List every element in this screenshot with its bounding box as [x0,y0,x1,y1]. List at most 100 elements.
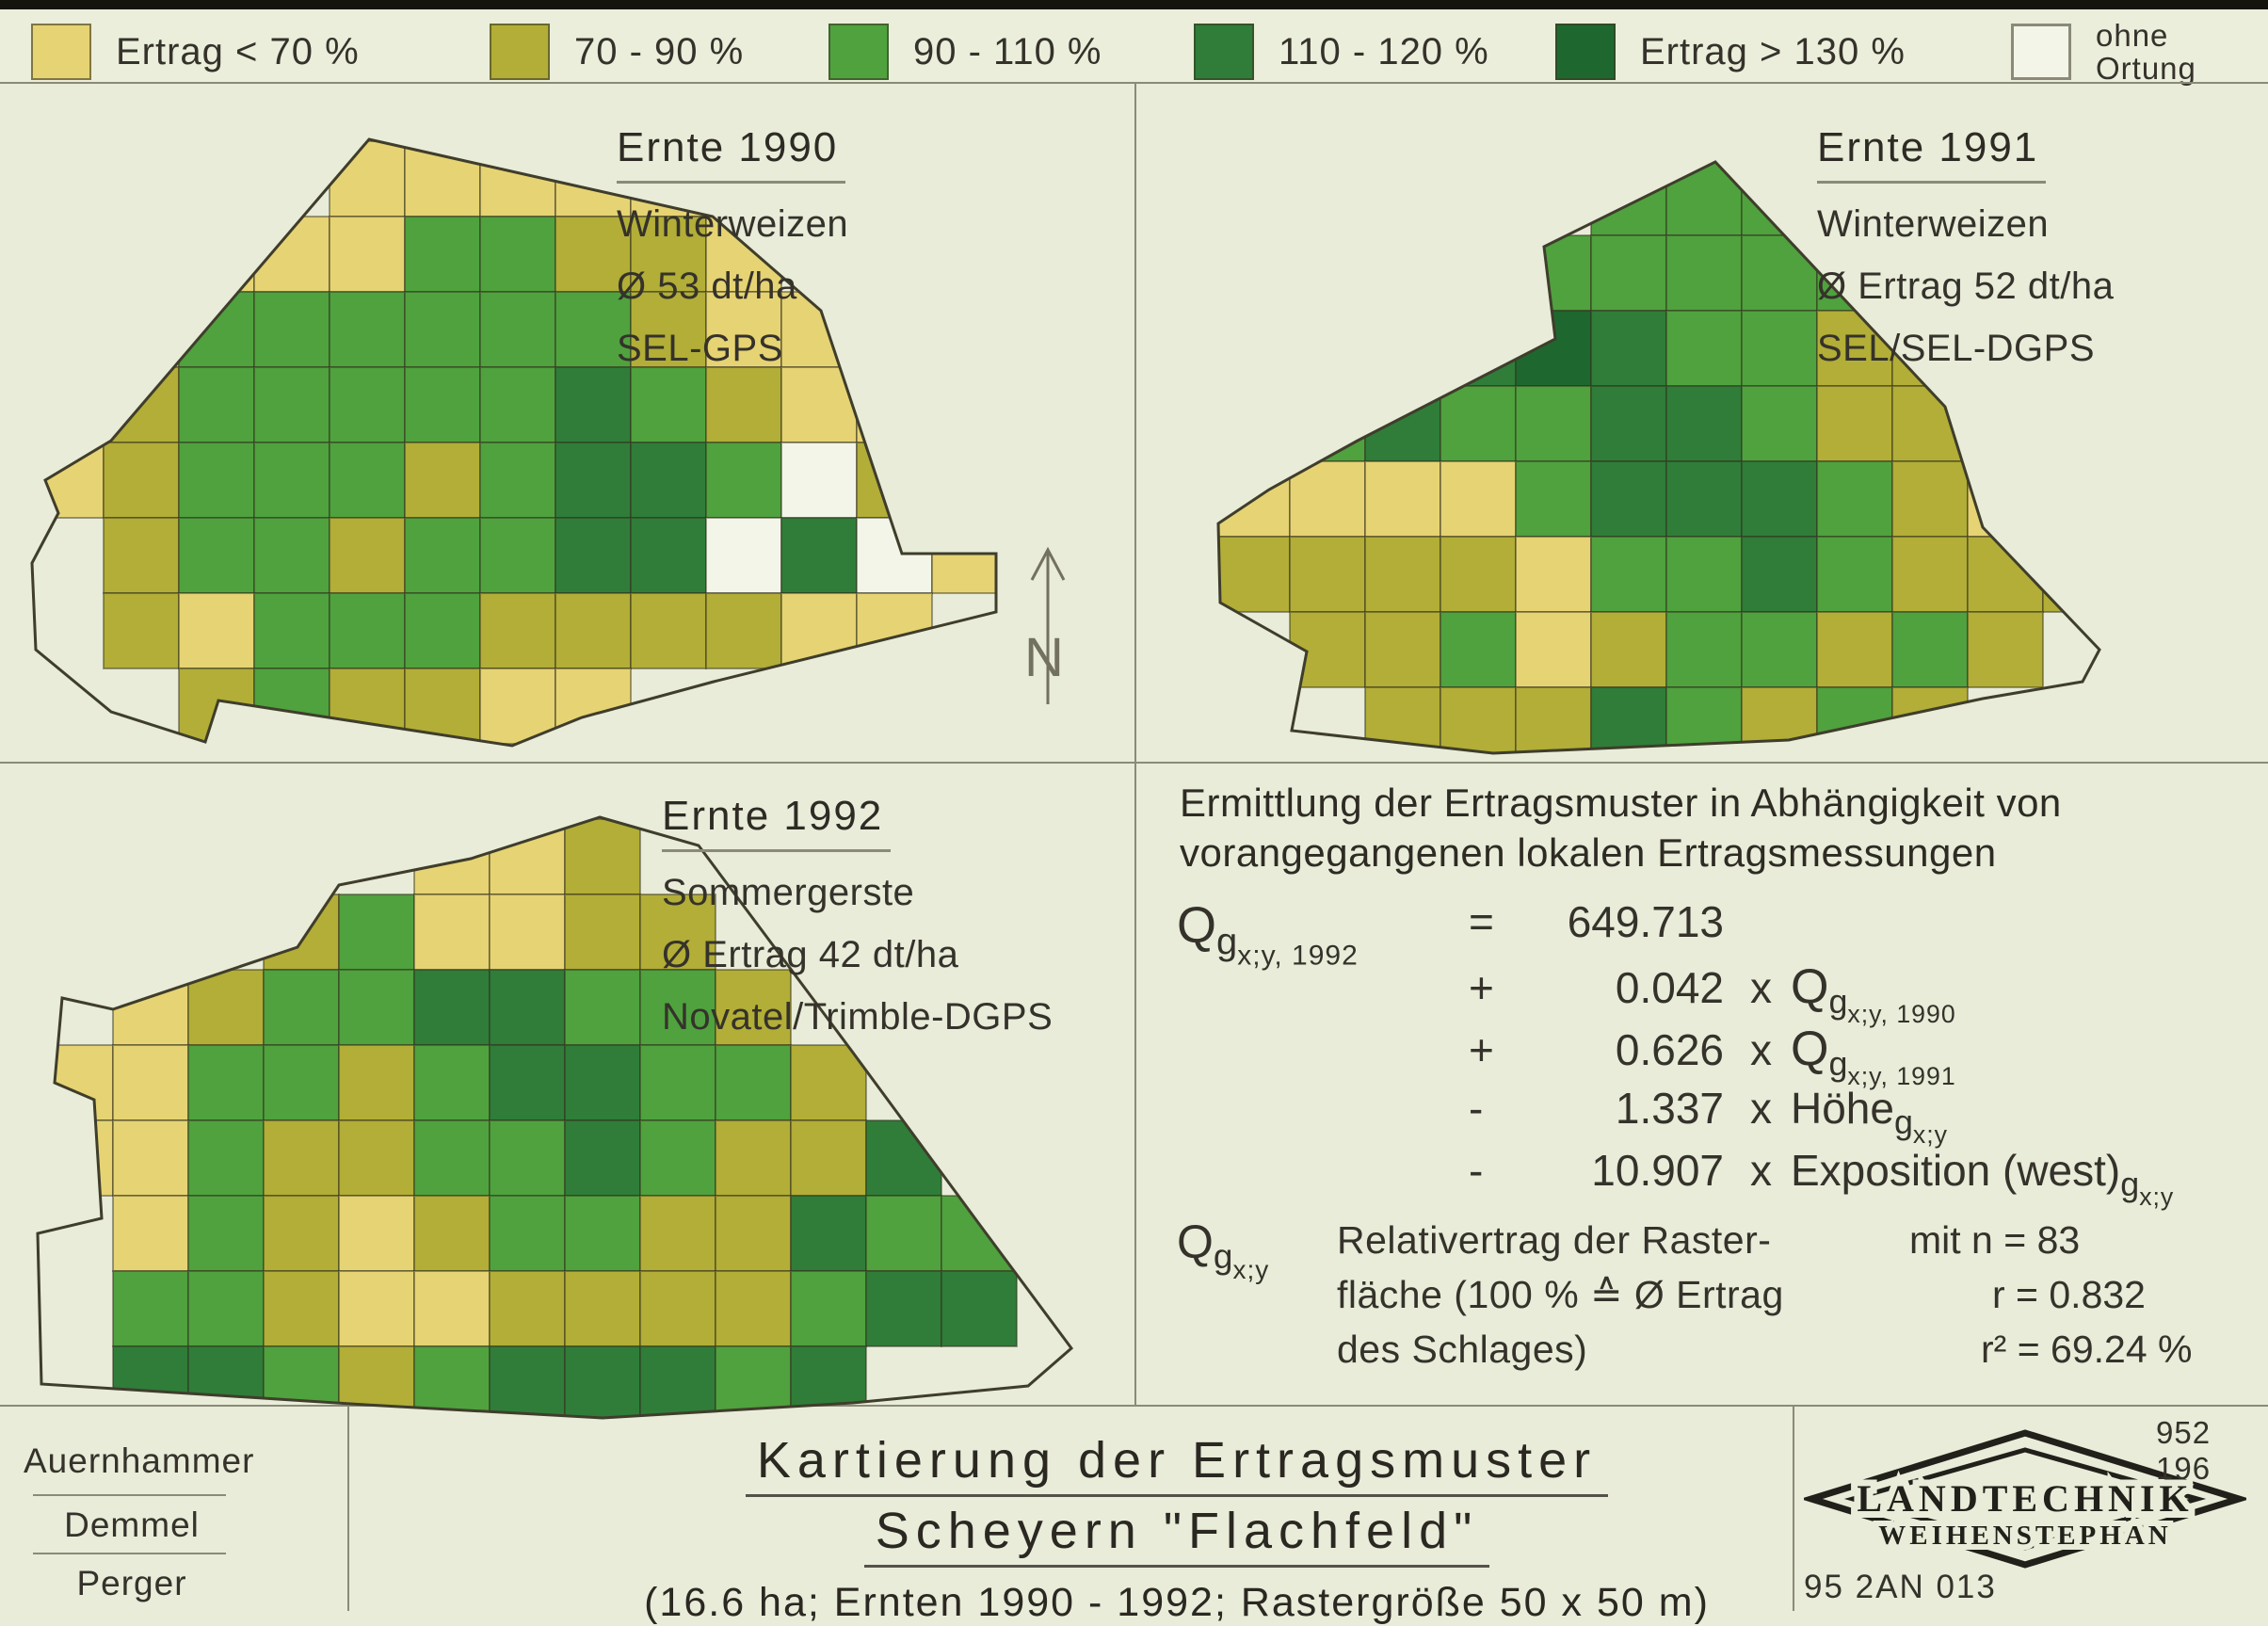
raster-cell [38,1119,114,1197]
raster-cell [178,592,255,669]
raster-cell [1440,234,1517,312]
raster-cell [1590,611,1667,688]
raster-cell [1289,460,1366,538]
formula-lhs-q: Q [1177,897,1217,954]
raster-cell [178,517,255,594]
raster-cell [112,1044,189,1121]
raster-cell [705,442,782,519]
raster-cell [1665,611,1743,688]
legend-color-chip [1194,24,1254,80]
legend-label: ohne Ortung [2096,17,2196,86]
raster-cell [639,1195,716,1272]
raster-cell [413,1195,491,1272]
raster-cell [404,366,481,443]
raster-cell [1741,611,1818,688]
raster-cell [32,366,105,443]
raster-cell [404,668,481,745]
raster-cell [329,216,406,293]
legend-item-6: ohne Ortung [2011,17,2196,86]
raster-cell [263,1345,340,1418]
raster-cell [1891,611,1969,688]
raster-cell [1364,686,1441,753]
raster-cell [639,893,716,971]
stats-lhs-subsub: x;y [1232,1254,1270,1284]
raster-cell [489,1044,566,1121]
raster-cell [1665,536,1743,613]
raster-cell [865,1195,942,1272]
raster-cell [253,366,330,443]
raster-cell [338,1119,415,1197]
map-1991-outline [1216,160,2101,755]
raster-cell [329,592,406,669]
raster-cell [413,1044,491,1121]
raster-cell [1967,460,2044,538]
slide-title-line2: Scheyern "Flachfeld" [863,1502,1490,1568]
author-separator-1 [33,1494,226,1496]
raster-cell [404,216,481,293]
raster-cell [630,216,707,293]
raster-cell [705,291,782,368]
raster-cell [404,140,481,217]
raster-cell [253,517,330,594]
map-1992-crop: Sommergerste [662,872,915,913]
map-1991-yield: Ø Ertrag 52 dt/ha [1817,266,2115,307]
raster-cell [1816,460,1893,538]
logo-text-line1: LANDTECHNIK [1857,1477,2193,1520]
legend-item-4: 110 - 120 % [1194,21,1489,83]
raster-cell [555,592,632,669]
raster-cell [780,442,858,519]
map-1992-outline [36,815,1074,1420]
raster-cell [263,1195,340,1272]
raster-cell [780,517,858,594]
raster-cell [338,1044,415,1121]
raster-cell [1816,536,1893,613]
raster-cell [555,291,632,368]
raster-cell [112,1270,189,1347]
raster-cell [630,592,707,669]
raster-cell [1891,686,1969,753]
raster-cell [1515,234,1592,312]
raster-cell [329,517,406,594]
raster-cell [790,1044,867,1121]
formula-heading-line1: Ermittlung der Ertragsmuster in Abhängig… [1180,781,2062,825]
raster-cell [1590,162,1667,236]
raster-cell [1816,611,1893,688]
raster-cell [1816,385,1893,462]
slide-title-line1: Kartierung der Ertragsmuster [745,1431,1609,1497]
raster-cell [1218,536,1291,613]
formula-line: = 649.713 [1469,897,1724,946]
raster-cell [1665,460,1743,538]
map-1990-cells [32,140,996,745]
raster-cell [1967,536,2044,613]
raster-cell [1440,611,1517,688]
raster-cell [564,1270,641,1347]
author-3: Perger [76,1564,187,1602]
map-1991-title: Ernte 1991 [1817,124,2047,184]
raster-cell [263,1044,340,1121]
raster-cell [479,216,556,293]
raster-cell [103,592,180,669]
raster-cell [1515,460,1592,538]
raster-cell [404,291,481,368]
formula-lines: = 649.713 +0.042 x Qgx;y, 1990 +0.626 x Qgx;y, … [1469,896,2174,1211]
map-1991-crop: Winterweizen [1817,203,2050,245]
raster-cell [112,969,189,1046]
legend-label: Ertrag < 70 % [116,30,360,72]
raster-cell [329,291,406,368]
stats-desc-line2: fläche (100 % ≙ Ø Ertrag [1337,1273,1784,1316]
raster-cell [338,1270,415,1347]
raster-cell [489,1345,566,1418]
footer-logo-divider [1793,1405,1794,1611]
raster-cell [941,1270,1018,1347]
raster-cell [1440,460,1517,538]
raster-cell [479,442,556,519]
north-label: N [1024,627,1064,688]
raster-cell [404,517,481,594]
slide-code-top: 952 196 [2156,1415,2212,1486]
raster-cell [1891,536,1969,613]
raster-cell [1515,611,1592,688]
raster-cell [1440,385,1517,462]
formula-line: +0.626 x Qgx;y, 1991 [1469,1022,1956,1090]
raster-cell [639,1044,716,1121]
